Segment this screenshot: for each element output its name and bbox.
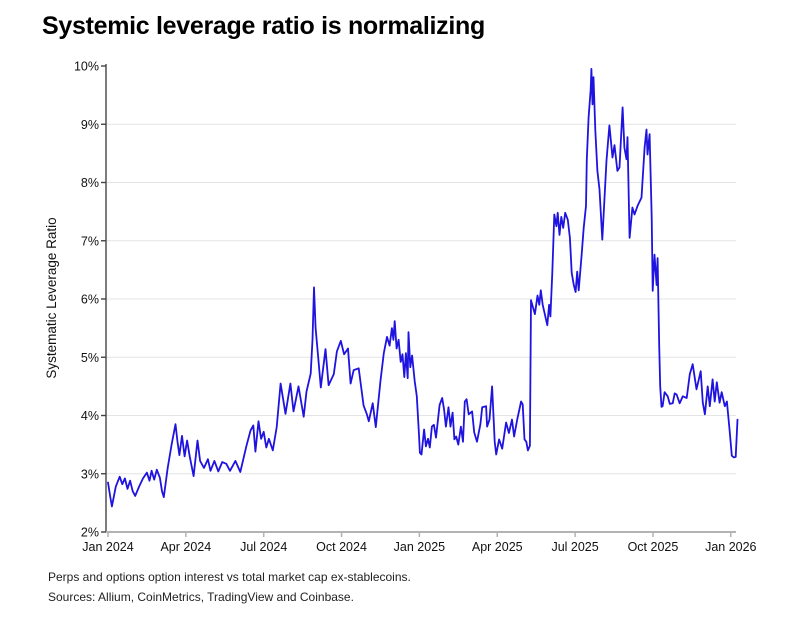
x-tick-label: Jan 2024 bbox=[82, 540, 133, 554]
x-tick-label: Apr 2024 bbox=[160, 540, 211, 554]
y-tick-label: 6% bbox=[81, 293, 99, 307]
y-tick-label: 5% bbox=[81, 351, 99, 365]
x-tick-label: Apr 2025 bbox=[472, 540, 523, 554]
y-tick-label: 3% bbox=[81, 467, 99, 481]
footnote-line-2: Sources: Allium, CoinMetrics, TradingVie… bbox=[48, 590, 354, 604]
x-tick-label: Jul 2024 bbox=[240, 540, 287, 554]
page-title: Systemic leverage ratio is normalizing bbox=[42, 12, 485, 40]
leverage-ratio-line bbox=[107, 68, 739, 508]
x-tick-label: Oct 2024 bbox=[316, 540, 367, 554]
y-tick-label: 9% bbox=[81, 118, 99, 132]
y-tick-label: 7% bbox=[81, 234, 99, 248]
y-axis-title: Systematic Leverage Ratio bbox=[44, 217, 59, 378]
footnote-line-1: Perps and options option interest vs tot… bbox=[48, 570, 411, 584]
x-tick-label: Jan 2025 bbox=[394, 540, 445, 554]
x-tick-label: Jul 2025 bbox=[551, 540, 598, 554]
y-tick-label: 4% bbox=[81, 409, 99, 423]
x-tick-label: Oct 2025 bbox=[628, 540, 679, 554]
y-tick-label: 10% bbox=[74, 60, 99, 74]
y-tick-label: 2% bbox=[81, 526, 99, 540]
x-tick-label: Jan 2026 bbox=[705, 540, 756, 554]
y-tick-label: 8% bbox=[81, 176, 99, 190]
